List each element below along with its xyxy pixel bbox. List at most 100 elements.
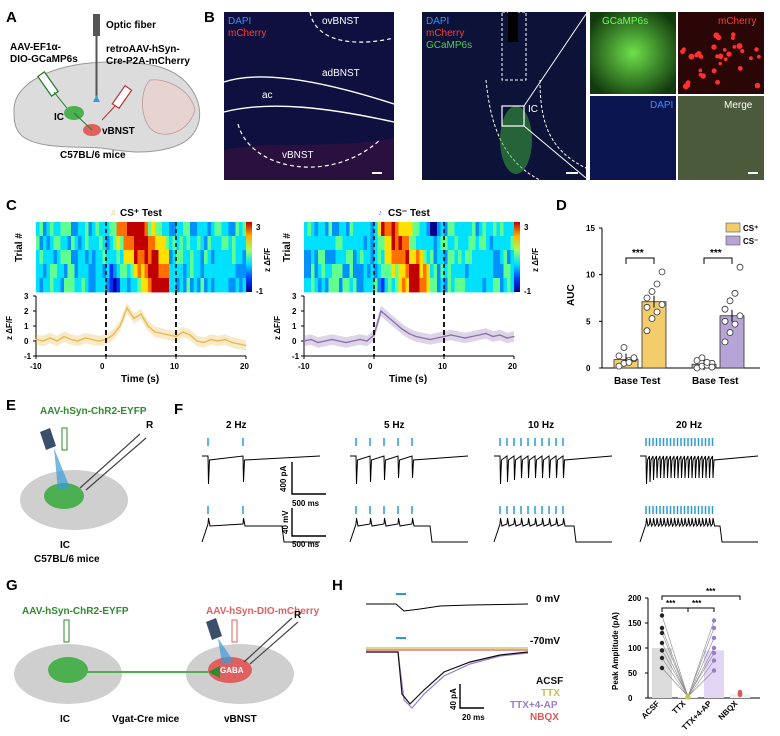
pair-line <box>687 670 715 697</box>
data-point <box>653 280 661 288</box>
heatmap-cell <box>444 278 448 293</box>
heatmap-cell <box>496 236 501 251</box>
heatmap-cell <box>123 250 128 265</box>
data-point <box>643 303 651 311</box>
trace-point <box>49 337 51 339</box>
heatmap-cell <box>381 236 385 251</box>
heatmap-cell <box>43 278 47 293</box>
heatmap-cell <box>232 222 236 237</box>
heatmap-cell <box>402 236 406 251</box>
heatmap-cell <box>328 278 333 293</box>
heatmap-cell <box>43 250 47 265</box>
heatmap-cell <box>88 250 93 265</box>
heatmap-cell <box>123 222 128 237</box>
data-point <box>643 327 651 335</box>
heatmap-cell <box>416 264 420 279</box>
heatmap-cell <box>391 278 396 293</box>
heatmap-cell <box>134 264 138 279</box>
heatmap-cell <box>311 250 315 265</box>
heatmap-cell <box>405 278 410 293</box>
heatmap-cell <box>482 250 487 265</box>
heatmap-cell <box>419 222 424 237</box>
heatmap-cell <box>200 278 205 293</box>
heatmap-cell <box>349 264 354 279</box>
heatmap-cell <box>496 250 501 265</box>
heatmap-cell <box>85 250 89 265</box>
heatmap-cell <box>395 250 399 265</box>
x-category-label: NBQX <box>717 699 740 722</box>
heatmap-cell <box>503 236 508 251</box>
heatmap-cell <box>451 264 455 279</box>
heatmap-cell <box>468 250 473 265</box>
heatmap-cell <box>102 236 107 251</box>
heatmap-cell <box>127 222 131 237</box>
data-point <box>711 625 717 631</box>
heatmap-cell <box>78 250 82 265</box>
heatmap-cell <box>360 236 364 251</box>
heatmap-cell <box>465 236 469 251</box>
heatmap-cell <box>67 222 72 237</box>
e-ic-region <box>44 483 84 509</box>
heatmap-cell <box>472 264 476 279</box>
mcherry-cell <box>715 79 721 85</box>
h-traces <box>366 593 529 709</box>
heatmap-cell <box>430 236 434 251</box>
heatmap-cell <box>370 236 375 251</box>
heatmap-cell <box>99 264 103 279</box>
heatmap-cell <box>458 236 462 251</box>
heatmap-cell <box>395 222 399 237</box>
heatmap-cell <box>335 222 340 237</box>
heatmap-cell <box>503 278 508 293</box>
h-ttx4ap-label: TTX+4-AP <box>510 700 558 711</box>
heatmap-cell <box>349 278 354 293</box>
heatmap-cell <box>204 236 208 251</box>
heatmap-cell <box>186 278 191 293</box>
heatmap-cell <box>475 236 480 251</box>
trace-point <box>387 316 389 318</box>
heatmap-cell <box>374 236 378 251</box>
heatmap-cell <box>53 278 58 293</box>
cbar1-max: 3 <box>256 223 261 232</box>
heatmap-cell <box>377 264 382 279</box>
mcherry-cell <box>698 68 703 73</box>
heatmap-cell <box>214 236 219 251</box>
heatmap-cell <box>137 236 142 251</box>
panel-c: C ♫ CS⁺ Test ♪ CS⁻ Test Trial # Trial # … <box>5 197 540 385</box>
trace-point <box>464 337 466 339</box>
ovbnst-label: ovBNST <box>322 16 359 27</box>
panel-f: F 2 Hz 5 Hz 10 Hz 20 Hz 400 pA 500 ms 40… <box>174 401 759 549</box>
heatmap-cell <box>113 250 117 265</box>
f-freq-20hz: 20 Hz <box>676 420 702 431</box>
mcherry-cell <box>749 56 753 61</box>
heatmap-cell <box>165 264 170 279</box>
heatmap-cell <box>482 222 487 237</box>
data-point <box>659 613 665 618</box>
significance-bracket <box>703 257 733 264</box>
sig-bracket <box>687 607 715 612</box>
heatmap-cell <box>239 250 243 265</box>
heatmap-cell <box>328 264 333 279</box>
heatmap-cell <box>370 222 375 237</box>
heatmap-cell <box>239 278 243 293</box>
heatmap-cell <box>183 278 187 293</box>
heatmap-cell <box>81 264 86 279</box>
heatmap-cell <box>176 222 180 237</box>
heatmap-cell <box>186 250 191 265</box>
scalebar-b1 <box>372 172 382 174</box>
mcherry-cells <box>680 32 761 90</box>
heatmap-cell <box>211 264 215 279</box>
heatmap-cell <box>311 222 315 237</box>
heatmap-cell <box>353 264 357 279</box>
heatmap-cell <box>60 278 65 293</box>
trace-point <box>140 313 142 315</box>
heatmap-cell <box>109 264 114 279</box>
heatmap-cell <box>332 250 336 265</box>
heatmap-cell <box>486 222 490 237</box>
e-syringe-icon <box>61 427 68 451</box>
f-scale-current: 400 pA <box>279 466 288 492</box>
y-tick-label: 50 <box>628 669 637 678</box>
trace-point <box>380 310 382 312</box>
heatmap-cell <box>148 236 152 251</box>
heatmap-cell <box>127 264 131 279</box>
heatmap-cell <box>496 278 501 293</box>
